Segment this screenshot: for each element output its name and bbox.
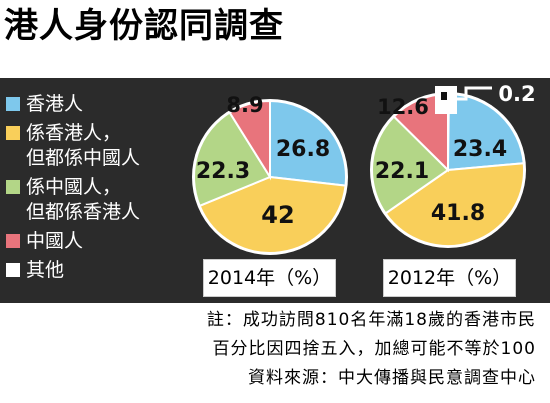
pie-slice-2014-hk <box>269 99 347 187</box>
legend-item-other: 其他 <box>6 258 196 283</box>
legend-item-china: 中國人 <box>6 229 196 254</box>
pie-slice-2014-china-hk <box>193 111 272 208</box>
legend: 香港人 係香港人， 但都係中國人 係中國人， 但都係香港人 中國人 其他 <box>6 92 196 287</box>
legend-item-china-hk: 係中國人， 但都係香港人 <box>6 175 196 225</box>
footnote-source: 資料來源：中大傳播與民意調查中心 <box>248 368 536 388</box>
slice-label-2014-hk-china: 42 <box>261 201 294 229</box>
callout-marker-2012 <box>441 92 447 100</box>
legend-swatch-other <box>6 263 20 277</box>
slice-label-2012-other: 0.2 <box>498 82 535 106</box>
slice-label-2012-china: 12.6 <box>377 95 429 119</box>
legend-swatch-hk <box>6 97 20 111</box>
pie-slice-2014-hk-china <box>198 175 347 254</box>
slice-label-2012-hk: 23.4 <box>453 137 507 162</box>
legend-label-hk-china: 係香港人， 但都係中國人 <box>26 122 141 169</box>
legend-item-hk-china: 係香港人， 但都係中國人 <box>6 121 196 171</box>
footnote-rounding: 百分比因四捨五入，加總可能不等於100 <box>212 339 536 359</box>
legend-swatch-china <box>6 234 20 248</box>
legend-swatch-china-hk <box>6 180 20 194</box>
callout-line-2012 <box>450 86 492 101</box>
caption-2014: 2014年（%） <box>203 259 336 297</box>
legend-label-china: 中國人 <box>26 230 84 252</box>
legend-label-china-hk: 係中國人， 但都係香港人 <box>26 176 141 223</box>
chart-title: 港人身份認同調查 <box>4 6 284 46</box>
footnotes: 註：成功訪問810名年滿18歲的香港市民 百分比因四捨五入，加總可能不等於100… <box>96 306 536 393</box>
legend-label-hk: 香港人 <box>26 93 84 115</box>
pie-slice-2012-china-hk <box>371 115 450 215</box>
legend-item-hk: 香港人 <box>6 92 196 117</box>
slice-label-2012-hk-china: 41.8 <box>431 201 485 226</box>
slice-label-2014-china-hk: 22.3 <box>196 159 250 184</box>
footnote-sample: 註：成功訪問810名年滿18歲的香港市民 <box>206 310 536 330</box>
pie-slice-2014-china <box>228 99 271 181</box>
pie-slice-2012-hk-china <box>384 162 526 247</box>
legend-label-other: 其他 <box>26 259 65 281</box>
legend-swatch-hk-china <box>6 126 20 140</box>
slice-label-2012-china-hk: 22.1 <box>375 159 429 184</box>
caption-2012: 2012年（%） <box>383 259 516 297</box>
slice-label-2014-china: 8.9 <box>226 93 263 117</box>
pie-slice-2012-hk <box>446 92 525 172</box>
slice-label-2014-hk: 26.8 <box>276 137 330 162</box>
